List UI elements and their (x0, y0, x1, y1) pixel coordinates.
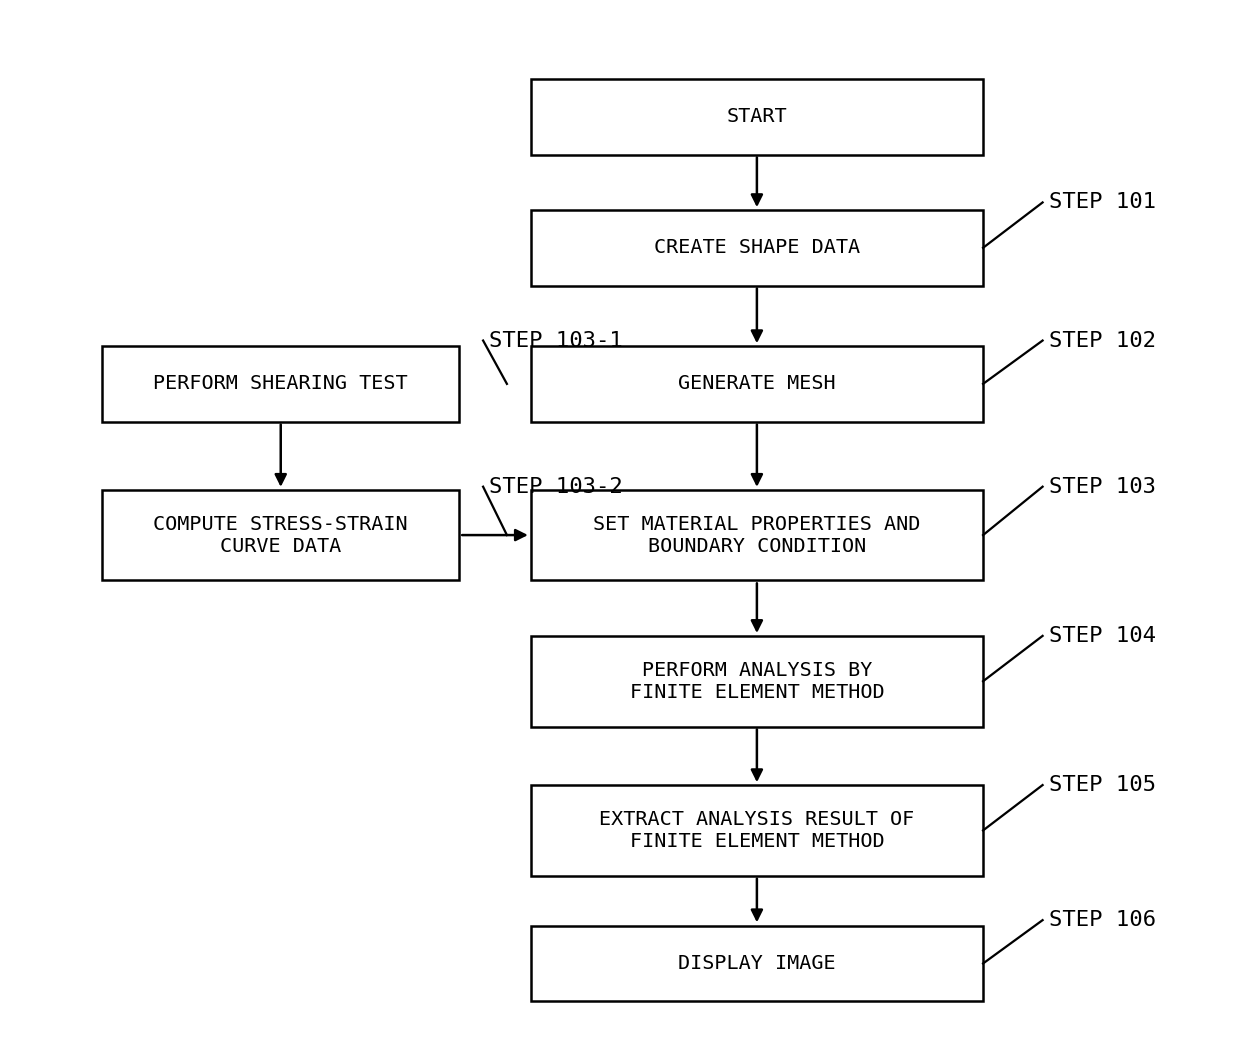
Text: DISPLAY IMAGE: DISPLAY IMAGE (678, 954, 836, 973)
Bar (102, 489, 459, 581)
Bar (102, 346, 459, 422)
Text: GENERATE MESH: GENERATE MESH (678, 375, 836, 394)
Text: COMPUTE STRESS-STRAIN
CURVE DATA: COMPUTE STRESS-STRAIN CURVE DATA (154, 514, 408, 555)
Text: STEP 103: STEP 103 (1049, 477, 1156, 497)
Text: STEP 102: STEP 102 (1049, 331, 1156, 351)
Text: PERFORM SHEARING TEST: PERFORM SHEARING TEST (154, 375, 408, 394)
Text: STEP 105: STEP 105 (1049, 775, 1156, 795)
Bar (531, 636, 983, 727)
Text: EXTRACT ANALYSIS RESULT OF
FINITE ELEMENT METHOD: EXTRACT ANALYSIS RESULT OF FINITE ELEMEN… (599, 810, 915, 851)
Bar (531, 210, 983, 286)
Text: STEP 101: STEP 101 (1049, 192, 1156, 212)
Text: STEP 103-1: STEP 103-1 (489, 331, 622, 351)
Text: SET MATERIAL PROPERTIES AND
BOUNDARY CONDITION: SET MATERIAL PROPERTIES AND BOUNDARY CON… (593, 514, 920, 555)
Text: CREATE SHAPE DATA: CREATE SHAPE DATA (653, 238, 861, 257)
Text: STEP 103-2: STEP 103-2 (489, 477, 622, 497)
Bar (531, 785, 983, 876)
Bar (531, 926, 983, 1002)
Bar (531, 489, 983, 581)
Text: PERFORM ANALYSIS BY
FINITE ELEMENT METHOD: PERFORM ANALYSIS BY FINITE ELEMENT METHO… (630, 660, 884, 701)
Text: STEP 106: STEP 106 (1049, 910, 1156, 930)
Text: START: START (727, 107, 787, 126)
Bar (531, 346, 983, 422)
Text: STEP 104: STEP 104 (1049, 626, 1156, 646)
Bar (531, 79, 983, 154)
